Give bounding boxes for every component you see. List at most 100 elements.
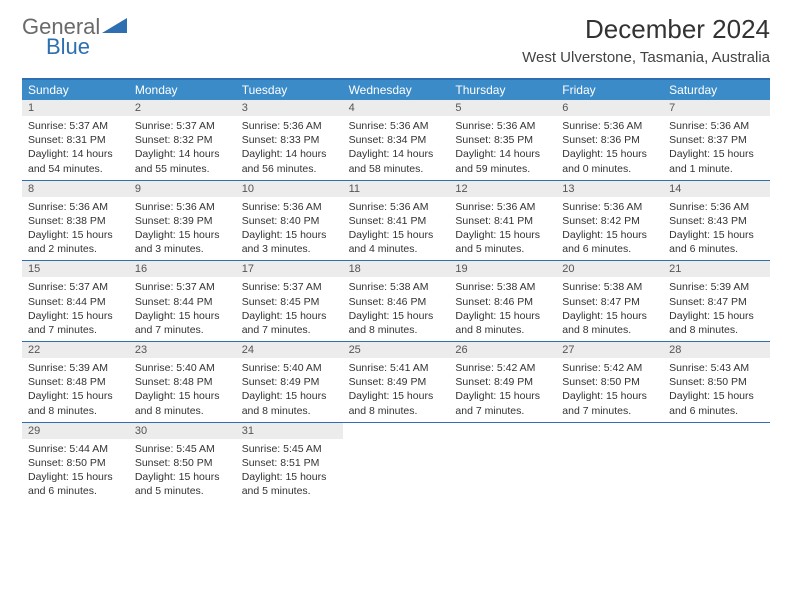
- day-number: 16: [129, 261, 236, 277]
- logo-triangle-icon: [102, 16, 128, 39]
- day-number: 20: [556, 261, 663, 277]
- cell-body: Sunrise: 5:36 AMSunset: 8:33 PMDaylight:…: [236, 116, 343, 180]
- day-number: 29: [22, 423, 129, 439]
- cell-line-dl2: and 6 minutes.: [562, 242, 657, 256]
- day-number: 7: [663, 100, 770, 116]
- cell-body: Sunrise: 5:42 AMSunset: 8:50 PMDaylight:…: [556, 358, 663, 422]
- calendar-cell: 28Sunrise: 5:43 AMSunset: 8:50 PMDayligh…: [663, 342, 770, 422]
- header: General Blue December 2024 West Ulversto…: [22, 14, 770, 66]
- cell-line-dl2: and 56 minutes.: [242, 162, 337, 176]
- calendar-cell: 21Sunrise: 5:39 AMSunset: 8:47 PMDayligh…: [663, 261, 770, 341]
- cell-line-sr: Sunrise: 5:41 AM: [349, 361, 444, 375]
- cell-line-sr: Sunrise: 5:45 AM: [135, 442, 230, 456]
- cell-line-dl2: and 5 minutes.: [455, 242, 550, 256]
- cell-line-sr: Sunrise: 5:40 AM: [135, 361, 230, 375]
- cell-line-ss: Sunset: 8:47 PM: [669, 295, 764, 309]
- cell-line-sr: Sunrise: 5:36 AM: [669, 119, 764, 133]
- day-number: 4: [343, 100, 450, 116]
- cell-line-sr: Sunrise: 5:36 AM: [349, 119, 444, 133]
- cell-body: Sunrise: 5:36 AMSunset: 8:43 PMDaylight:…: [663, 197, 770, 261]
- day-number: 2: [129, 100, 236, 116]
- cell-line-dl2: and 8 minutes.: [349, 323, 444, 337]
- cell-line-ss: Sunset: 8:49 PM: [242, 375, 337, 389]
- cell-line-sr: Sunrise: 5:36 AM: [455, 200, 550, 214]
- cell-line-dl2: and 58 minutes.: [349, 162, 444, 176]
- calendar-cell: 31Sunrise: 5:45 AMSunset: 8:51 PMDayligh…: [236, 423, 343, 503]
- cell-line-sr: Sunrise: 5:38 AM: [349, 280, 444, 294]
- week-row: 15Sunrise: 5:37 AMSunset: 8:44 PMDayligh…: [22, 260, 770, 341]
- cell-line-ss: Sunset: 8:48 PM: [28, 375, 123, 389]
- cell-line-dl2: and 0 minutes.: [562, 162, 657, 176]
- day-header: Saturday: [663, 80, 770, 100]
- cell-line-dl1: Daylight: 14 hours: [242, 147, 337, 161]
- calendar-cell: [556, 423, 663, 503]
- day-number: 19: [449, 261, 556, 277]
- cell-body: Sunrise: 5:45 AMSunset: 8:51 PMDaylight:…: [236, 439, 343, 503]
- cell-line-dl1: Daylight: 15 hours: [562, 309, 657, 323]
- day-number: 18: [343, 261, 450, 277]
- cell-line-dl2: and 4 minutes.: [349, 242, 444, 256]
- day-number: 17: [236, 261, 343, 277]
- cell-line-dl1: Daylight: 14 hours: [28, 147, 123, 161]
- day-number: 25: [343, 342, 450, 358]
- day-header-row: SundayMondayTuesdayWednesdayThursdayFrid…: [22, 80, 770, 100]
- cell-line-sr: Sunrise: 5:44 AM: [28, 442, 123, 456]
- cell-line-ss: Sunset: 8:33 PM: [242, 133, 337, 147]
- calendar-cell: 2Sunrise: 5:37 AMSunset: 8:32 PMDaylight…: [129, 100, 236, 180]
- cell-line-ss: Sunset: 8:51 PM: [242, 456, 337, 470]
- calendar-cell: 30Sunrise: 5:45 AMSunset: 8:50 PMDayligh…: [129, 423, 236, 503]
- cell-line-dl2: and 8 minutes.: [349, 404, 444, 418]
- cell-body: Sunrise: 5:37 AMSunset: 8:31 PMDaylight:…: [22, 116, 129, 180]
- cell-line-dl2: and 8 minutes.: [455, 323, 550, 337]
- logo-text-wrap: General Blue: [22, 14, 128, 60]
- cell-line-dl2: and 7 minutes.: [135, 323, 230, 337]
- day-number: 31: [236, 423, 343, 439]
- day-number: 9: [129, 181, 236, 197]
- cell-line-ss: Sunset: 8:43 PM: [669, 214, 764, 228]
- calendar-cell: 25Sunrise: 5:41 AMSunset: 8:49 PMDayligh…: [343, 342, 450, 422]
- calendar-cell: 15Sunrise: 5:37 AMSunset: 8:44 PMDayligh…: [22, 261, 129, 341]
- cell-line-ss: Sunset: 8:37 PM: [669, 133, 764, 147]
- cell-line-dl2: and 1 minute.: [669, 162, 764, 176]
- cell-line-dl1: Daylight: 15 hours: [349, 309, 444, 323]
- cell-line-dl2: and 6 minutes.: [669, 242, 764, 256]
- calendar-cell: 17Sunrise: 5:37 AMSunset: 8:45 PMDayligh…: [236, 261, 343, 341]
- day-number: 10: [236, 181, 343, 197]
- cell-line-dl1: Daylight: 15 hours: [669, 389, 764, 403]
- calendar-cell: [449, 423, 556, 503]
- cell-line-sr: Sunrise: 5:38 AM: [455, 280, 550, 294]
- day-number: 28: [663, 342, 770, 358]
- cell-line-ss: Sunset: 8:49 PM: [455, 375, 550, 389]
- cell-body: Sunrise: 5:36 AMSunset: 8:35 PMDaylight:…: [449, 116, 556, 180]
- cell-line-dl1: Daylight: 15 hours: [562, 147, 657, 161]
- page-title: December 2024: [522, 14, 770, 45]
- cell-line-dl1: Daylight: 15 hours: [562, 228, 657, 242]
- cell-body: Sunrise: 5:38 AMSunset: 8:46 PMDaylight:…: [449, 277, 556, 341]
- cell-body: Sunrise: 5:36 AMSunset: 8:36 PMDaylight:…: [556, 116, 663, 180]
- cell-body: Sunrise: 5:40 AMSunset: 8:49 PMDaylight:…: [236, 358, 343, 422]
- calendar-cell: 16Sunrise: 5:37 AMSunset: 8:44 PMDayligh…: [129, 261, 236, 341]
- cell-line-dl1: Daylight: 15 hours: [28, 389, 123, 403]
- cell-body: Sunrise: 5:42 AMSunset: 8:49 PMDaylight:…: [449, 358, 556, 422]
- location-text: West Ulverstone, Tasmania, Australia: [522, 49, 770, 66]
- week-row: 22Sunrise: 5:39 AMSunset: 8:48 PMDayligh…: [22, 341, 770, 422]
- cell-line-dl1: Daylight: 15 hours: [349, 228, 444, 242]
- cell-body: Sunrise: 5:36 AMSunset: 8:34 PMDaylight:…: [343, 116, 450, 180]
- cell-line-sr: Sunrise: 5:36 AM: [242, 200, 337, 214]
- day-number: 3: [236, 100, 343, 116]
- cell-line-sr: Sunrise: 5:40 AM: [242, 361, 337, 375]
- cell-body: Sunrise: 5:41 AMSunset: 8:49 PMDaylight:…: [343, 358, 450, 422]
- cell-line-sr: Sunrise: 5:37 AM: [135, 119, 230, 133]
- cell-line-dl2: and 7 minutes.: [28, 323, 123, 337]
- cell-body: Sunrise: 5:36 AMSunset: 8:38 PMDaylight:…: [22, 197, 129, 261]
- day-number: 15: [22, 261, 129, 277]
- cell-line-dl1: Daylight: 15 hours: [242, 309, 337, 323]
- day-number: 26: [449, 342, 556, 358]
- cell-body: Sunrise: 5:38 AMSunset: 8:46 PMDaylight:…: [343, 277, 450, 341]
- cell-line-dl2: and 54 minutes.: [28, 162, 123, 176]
- week-row: 1Sunrise: 5:37 AMSunset: 8:31 PMDaylight…: [22, 100, 770, 180]
- cell-line-dl2: and 55 minutes.: [135, 162, 230, 176]
- cell-line-ss: Sunset: 8:44 PM: [135, 295, 230, 309]
- cell-line-dl1: Daylight: 15 hours: [242, 389, 337, 403]
- day-number: 30: [129, 423, 236, 439]
